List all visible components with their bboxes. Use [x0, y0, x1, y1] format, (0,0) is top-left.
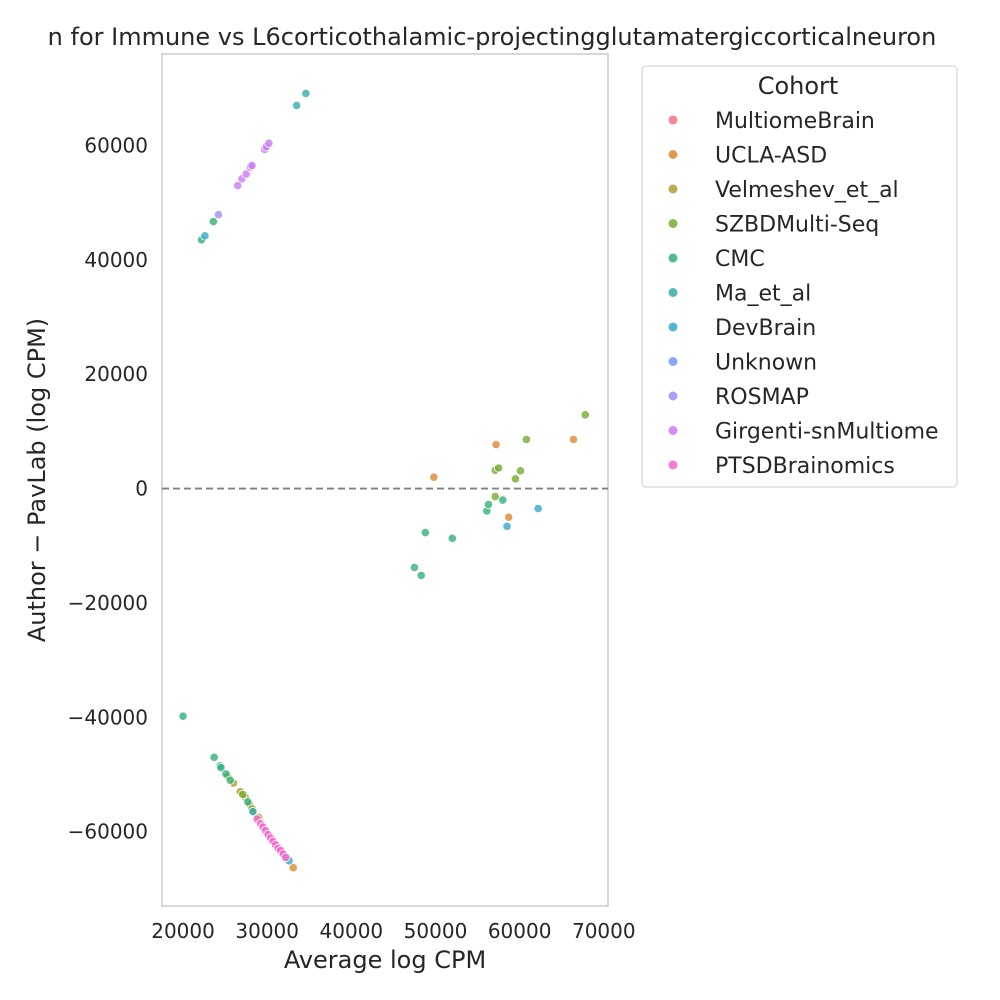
data-point [515, 466, 526, 476]
legend-label: UCLA-ASD [715, 144, 827, 169]
legend-title: Cohort [758, 72, 839, 100]
data-point [429, 472, 439, 482]
legend-marker [668, 391, 678, 401]
y-tick-label: −40000 [68, 705, 148, 729]
data-point [241, 169, 251, 179]
data-point [301, 88, 311, 99]
data-point [491, 439, 501, 450]
y-tick-label: 20000 [84, 362, 148, 386]
x-tick-label: 40000 [320, 919, 384, 943]
legend-label: Ma_et_al [715, 282, 811, 307]
data-point [281, 852, 291, 862]
legend-label: DevBrain [715, 316, 816, 341]
legend-item: ROSMAP [668, 385, 809, 410]
legend-label: MultiomeBrain [715, 109, 875, 134]
y-tick-label: 40000 [84, 248, 148, 272]
y-axis-ticks: −60000 −40000 −20000 0 20000 40000 60000 [68, 133, 148, 843]
data-point [288, 863, 298, 873]
data-point [533, 503, 543, 514]
data-point [233, 180, 243, 191]
legend-items: MultiomeBrain UCLA-ASD Velmeshev_et_al SZBD… [668, 109, 939, 479]
data-point [213, 210, 223, 220]
legend-item: Unknown [668, 351, 817, 376]
data-point [483, 499, 494, 510]
y-tick-label: 0 [135, 477, 148, 501]
plot-area [161, 53, 609, 907]
x-tick-label: 30000 [235, 919, 299, 943]
legend-item: DevBrain [668, 316, 816, 341]
legend-label: Girgenti-snMultiome [715, 420, 939, 445]
data-point [264, 138, 274, 148]
data-point [490, 491, 500, 502]
x-axis-ticks: 20000 30000 40000 50000 60000 70000 [151, 919, 635, 943]
legend: Cohort MultiomeBrain UCLA-ASD Velmeshev_et… [641, 65, 958, 488]
data-point [504, 512, 514, 522]
legend-label: CMC [715, 247, 765, 272]
y-tick-label: 60000 [84, 133, 148, 157]
data-point [247, 160, 257, 171]
y-tick-label: −20000 [68, 591, 148, 615]
x-tick-label: 60000 [488, 919, 552, 943]
data-point [209, 752, 219, 762]
data-point [420, 528, 430, 538]
legend-item: CMC [668, 247, 765, 272]
y-axis-label: Author − PavLab (log CPM) [23, 318, 51, 642]
data-point [292, 100, 302, 111]
legend-label: ROSMAP [715, 385, 809, 410]
legend-marker [668, 288, 678, 297]
chart-title: n for Immune vs L6corticothalamic-projec… [48, 23, 937, 51]
data-point [416, 570, 426, 581]
legend-box [641, 65, 958, 488]
data-point [580, 410, 590, 420]
legend-item: Ma_et_al [668, 282, 811, 307]
legend-item: SZBDMulti-Seq [668, 213, 879, 238]
legend-label: SZBDMulti-Seq [715, 213, 879, 238]
legend-label: Velmeshev_et_al [715, 178, 899, 203]
x-tick-label: 50000 [404, 919, 468, 943]
data-point [238, 789, 248, 800]
data-point [510, 474, 521, 484]
legend-marker [668, 322, 678, 332]
x-axis-label: Average log CPM [284, 946, 486, 974]
data-points [178, 88, 590, 873]
data-point [568, 434, 579, 445]
legend-label: PTSDBrainomics [715, 454, 895, 479]
data-point [221, 769, 231, 779]
legend-item: Girgenti-snMultiome [668, 420, 939, 445]
data-point [409, 562, 420, 573]
y-tick-label: −60000 [68, 820, 148, 844]
data-point [521, 434, 531, 445]
data-point [248, 807, 258, 817]
x-tick-label: 20000 [151, 919, 215, 943]
data-point [178, 711, 188, 721]
data-point [502, 521, 512, 531]
data-point [498, 495, 508, 505]
legend-marker [668, 357, 678, 366]
legend-marker [668, 150, 678, 159]
legend-marker [668, 115, 678, 125]
legend-label: Unknown [715, 351, 817, 376]
data-point [200, 231, 210, 241]
data-point [494, 463, 504, 473]
data-point [243, 797, 253, 807]
data-point [216, 763, 226, 773]
legend-item: MultiomeBrain [668, 109, 875, 134]
legend-item: UCLA-ASD [668, 144, 827, 169]
legend-marker [668, 184, 678, 194]
legend-marker [668, 426, 678, 435]
data-point [447, 533, 457, 543]
legend-item: Velmeshev_et_al [668, 178, 899, 203]
data-point [225, 775, 235, 785]
x-tick-label: 70000 [572, 919, 636, 943]
data-point [208, 216, 218, 227]
legend-marker [668, 460, 678, 470]
legend-marker [668, 253, 678, 263]
legend-marker [668, 219, 678, 228]
legend-item: PTSDBrainomics [668, 454, 895, 479]
